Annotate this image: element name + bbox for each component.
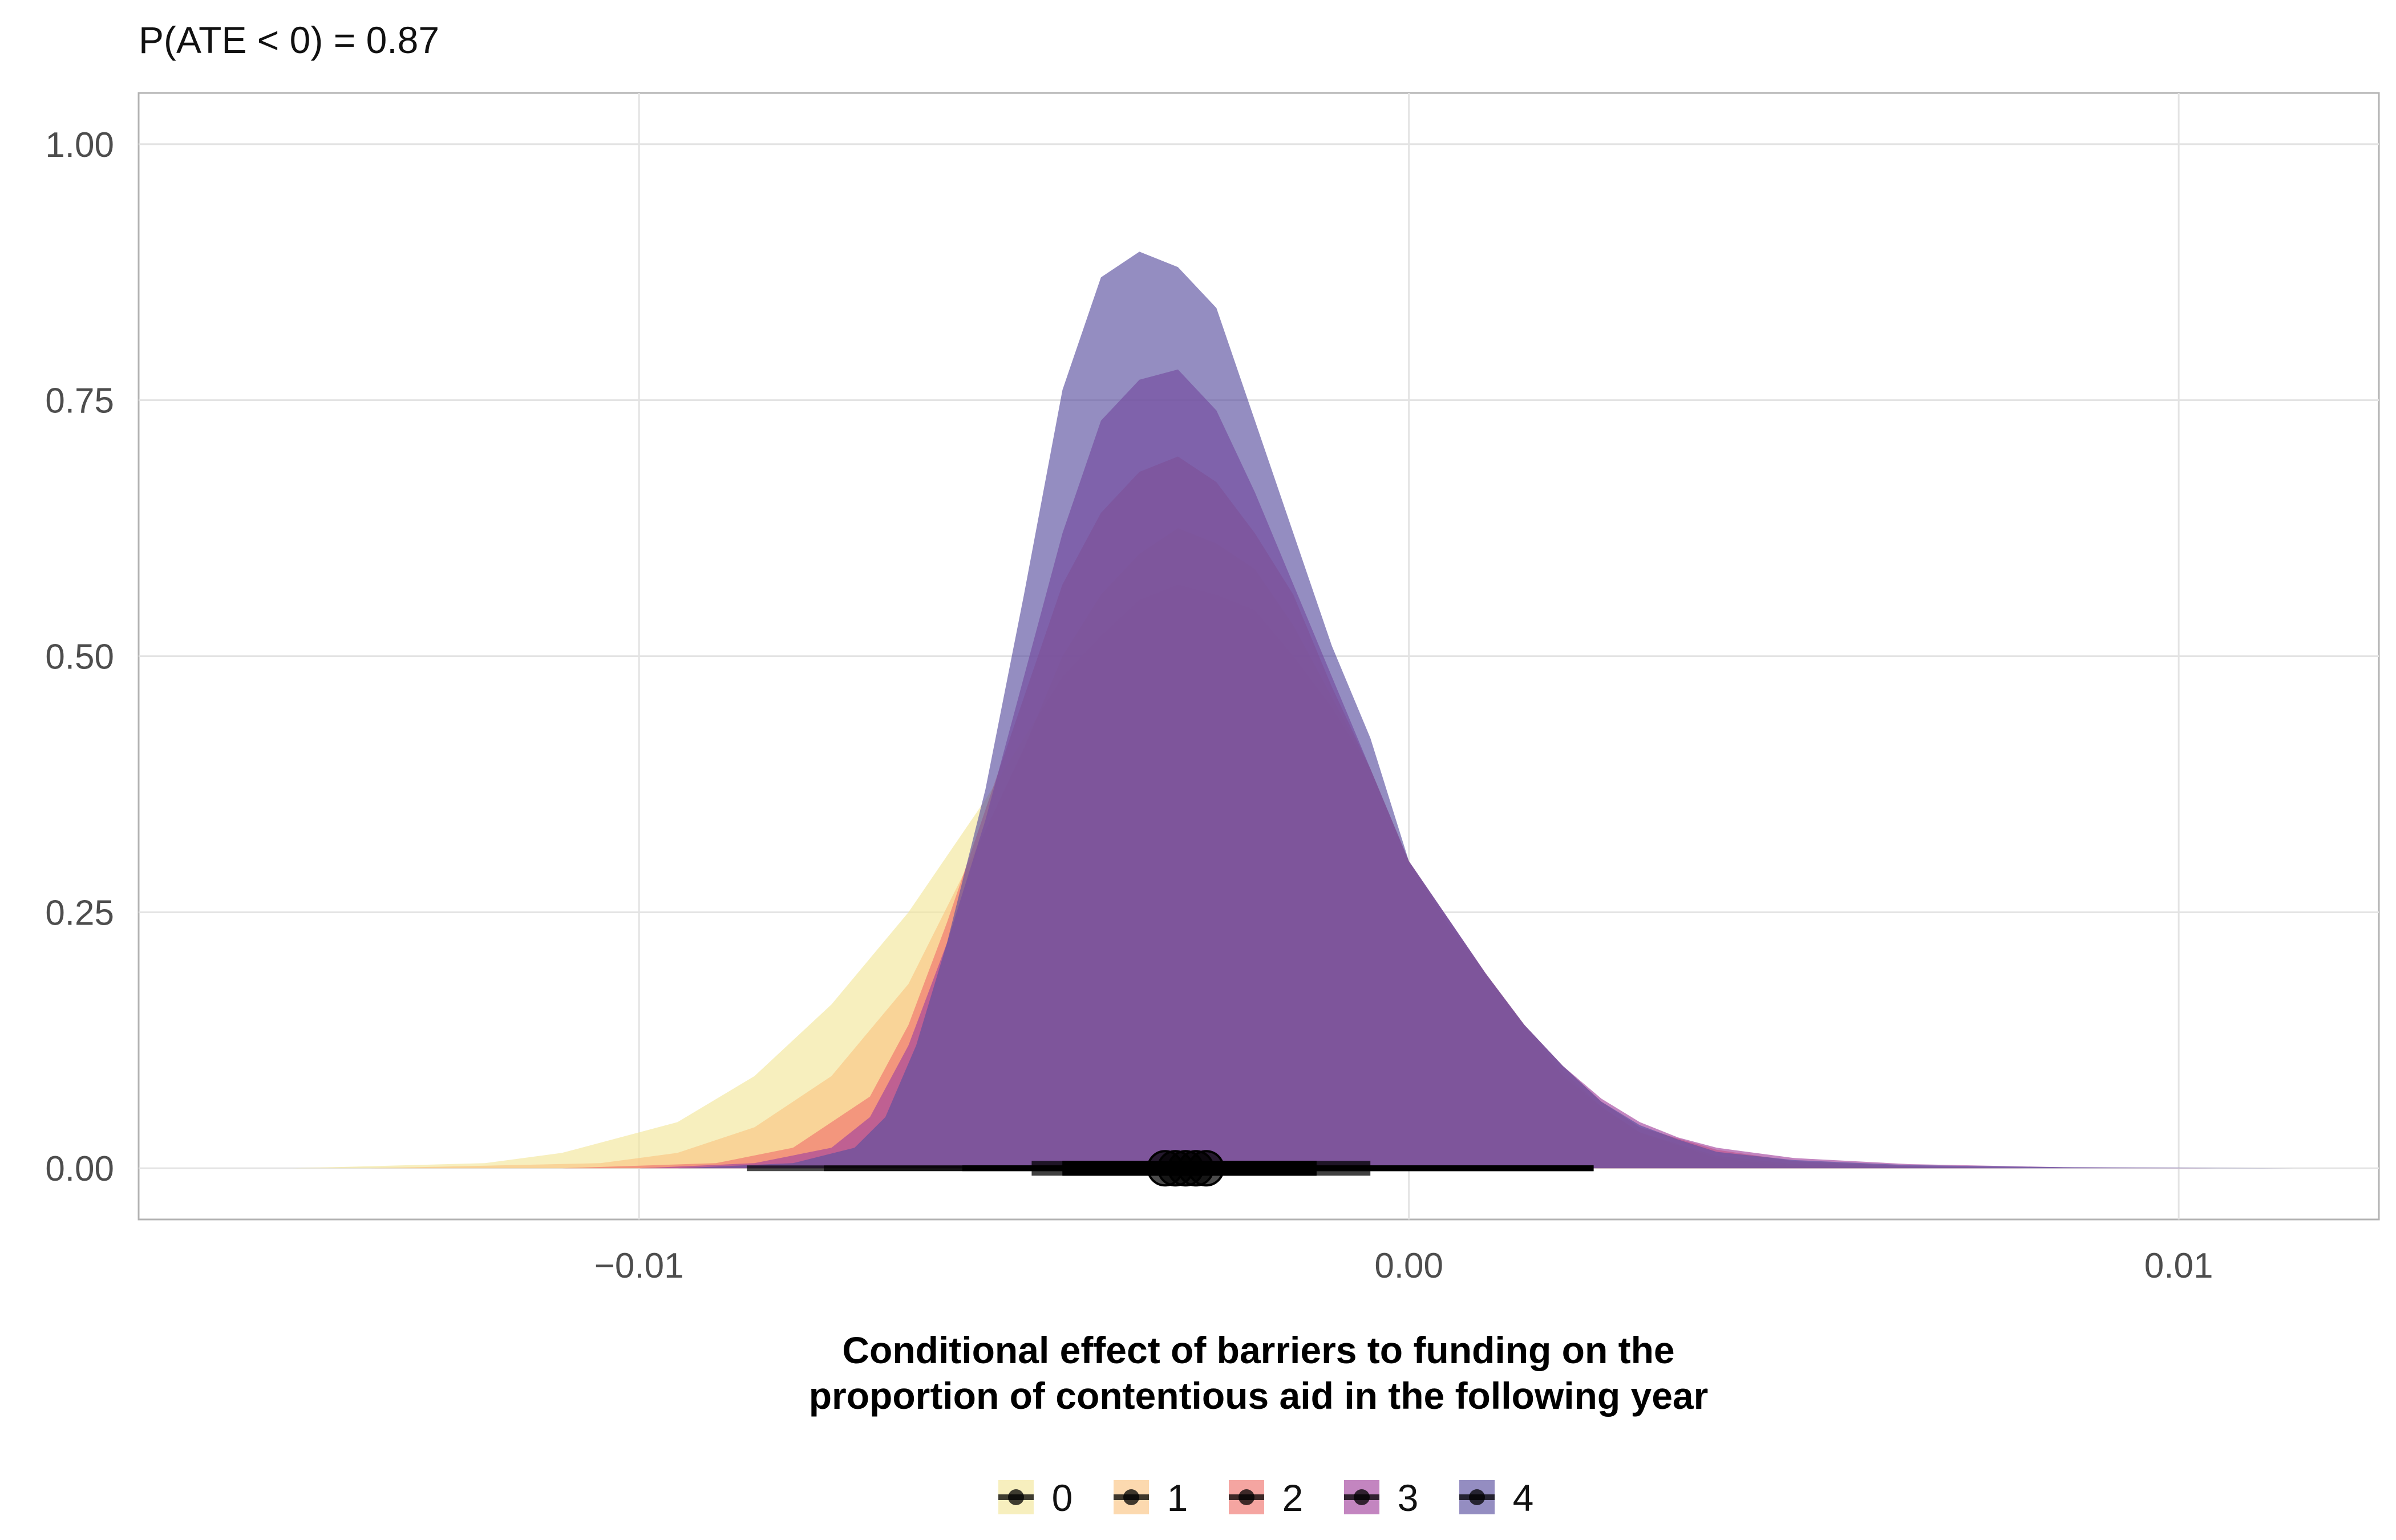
legend: 0 1 2 3 4 — [998, 1477, 1533, 1519]
point-estimate-4 — [1188, 1150, 1225, 1187]
legend-key-point — [1008, 1489, 1024, 1505]
legend-key-point — [1354, 1489, 1370, 1505]
density-area-4 — [677, 252, 2294, 1169]
point-estimates — [1147, 1150, 1225, 1187]
y-tick-label: 0.25 — [45, 893, 114, 933]
y-axis-tick-labels: 0.00 0.25 0.50 0.75 1.00 — [45, 125, 114, 1189]
legend-label-4: 4 — [1513, 1477, 1534, 1519]
legend-label-0: 0 — [1052, 1477, 1073, 1519]
legend-key-point — [1469, 1489, 1485, 1505]
x-tick-label: −0.01 — [594, 1246, 684, 1286]
legend-key-point — [1239, 1489, 1254, 1505]
legend-label-3: 3 — [1398, 1477, 1419, 1519]
y-tick-label: 0.00 — [45, 1149, 114, 1189]
x-axis-label-line-1: Conditional effect of barriers to fundin… — [842, 1329, 1674, 1371]
x-axis-label-line-2: proportion of contentious aid in the fol… — [809, 1375, 1709, 1417]
x-tick-label: 0.01 — [2144, 1246, 2213, 1286]
legend-label-2: 2 — [1282, 1477, 1304, 1519]
y-tick-label: 1.00 — [45, 125, 114, 165]
y-tick-label: 0.50 — [45, 638, 114, 677]
y-tick-label: 0.75 — [45, 382, 114, 421]
density-areas — [292, 252, 2294, 1169]
x-tick-label: 0.00 — [1374, 1246, 1443, 1286]
x-axis-tick-labels: −0.01 0.00 0.01 — [594, 1246, 2213, 1286]
legend-label-1: 1 — [1167, 1477, 1188, 1519]
gridlines — [139, 93, 2379, 1219]
legend-key-point — [1123, 1489, 1139, 1505]
probability-annotation: P(ATE < 0) = 0.87 — [139, 19, 439, 61]
